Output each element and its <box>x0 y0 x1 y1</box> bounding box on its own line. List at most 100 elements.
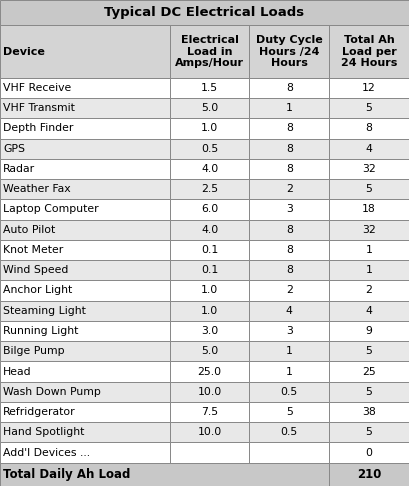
Text: 9: 9 <box>366 326 373 336</box>
Bar <box>0 98 170 118</box>
Bar <box>329 442 409 463</box>
Text: 3: 3 <box>286 205 293 214</box>
Bar <box>249 118 329 139</box>
Bar <box>0 78 170 98</box>
Text: Duty Cycle
Hours /24
Hours: Duty Cycle Hours /24 Hours <box>256 35 323 68</box>
Text: 1.0: 1.0 <box>201 285 218 295</box>
Bar <box>329 321 409 341</box>
Text: 8: 8 <box>286 164 293 174</box>
Bar <box>329 25 409 78</box>
Bar <box>170 382 249 402</box>
Bar <box>249 301 329 321</box>
Text: Refridgerator: Refridgerator <box>3 407 76 417</box>
Bar <box>0 422 170 442</box>
Text: 4.0: 4.0 <box>201 164 218 174</box>
Text: 8: 8 <box>286 265 293 275</box>
Text: Laptop Computer: Laptop Computer <box>3 205 99 214</box>
Bar <box>170 362 249 382</box>
Text: 0.1: 0.1 <box>201 265 218 275</box>
Text: 10.0: 10.0 <box>198 427 222 437</box>
Bar <box>249 321 329 341</box>
Text: 0.5: 0.5 <box>281 387 298 397</box>
Bar <box>249 402 329 422</box>
Bar <box>329 98 409 118</box>
Bar <box>329 362 409 382</box>
Bar <box>0 382 170 402</box>
Bar <box>170 139 249 159</box>
Text: 1: 1 <box>366 245 373 255</box>
Text: 4: 4 <box>366 144 373 154</box>
Text: Bilge Pump: Bilge Pump <box>3 346 65 356</box>
Bar <box>170 25 249 78</box>
Text: 8: 8 <box>286 83 293 93</box>
Text: 1.5: 1.5 <box>201 83 218 93</box>
Bar <box>329 220 409 240</box>
Text: 5: 5 <box>366 184 373 194</box>
Bar <box>0 0 409 25</box>
Bar <box>0 362 170 382</box>
Bar <box>329 422 409 442</box>
Text: 2: 2 <box>286 285 293 295</box>
Bar <box>329 179 409 199</box>
Text: VHF Transmit: VHF Transmit <box>3 103 75 113</box>
Text: 1: 1 <box>366 265 373 275</box>
Text: 25.0: 25.0 <box>198 366 222 377</box>
Bar <box>0 301 170 321</box>
Bar <box>0 220 170 240</box>
Text: 4.0: 4.0 <box>201 225 218 235</box>
Text: 1: 1 <box>286 346 293 356</box>
Text: 25: 25 <box>362 366 376 377</box>
Bar <box>329 139 409 159</box>
Text: 5: 5 <box>366 346 373 356</box>
Text: Steaming Light: Steaming Light <box>3 306 86 316</box>
Bar <box>170 220 249 240</box>
Bar <box>249 159 329 179</box>
Text: Add'l Devices ...: Add'l Devices ... <box>3 448 90 457</box>
Text: 8: 8 <box>286 123 293 133</box>
Text: 0.1: 0.1 <box>201 245 218 255</box>
Bar <box>170 240 249 260</box>
Text: Head: Head <box>3 366 32 377</box>
Bar <box>0 321 170 341</box>
Bar <box>170 78 249 98</box>
Bar <box>170 422 249 442</box>
Text: 0.5: 0.5 <box>201 144 218 154</box>
Bar <box>0 280 170 301</box>
Text: Knot Meter: Knot Meter <box>3 245 63 255</box>
Bar <box>0 260 170 280</box>
Text: Depth Finder: Depth Finder <box>3 123 74 133</box>
Bar <box>249 179 329 199</box>
Text: 32: 32 <box>362 164 376 174</box>
Text: 18: 18 <box>362 205 376 214</box>
Bar <box>249 362 329 382</box>
Text: 0: 0 <box>366 448 373 457</box>
Bar <box>170 301 249 321</box>
Text: 2: 2 <box>366 285 373 295</box>
Text: 2: 2 <box>286 184 293 194</box>
Bar <box>0 139 170 159</box>
Bar <box>0 402 170 422</box>
Bar <box>249 442 329 463</box>
Text: VHF Receive: VHF Receive <box>3 83 72 93</box>
Text: 6.0: 6.0 <box>201 205 218 214</box>
Bar <box>0 159 170 179</box>
Text: 3.0: 3.0 <box>201 326 218 336</box>
Bar <box>249 220 329 240</box>
Text: 38: 38 <box>362 407 376 417</box>
Text: 8: 8 <box>286 225 293 235</box>
Text: 8: 8 <box>366 123 373 133</box>
Text: 0.5: 0.5 <box>281 427 298 437</box>
Bar <box>170 402 249 422</box>
Bar <box>0 118 170 139</box>
Bar <box>249 78 329 98</box>
Text: 8: 8 <box>286 144 293 154</box>
Bar <box>0 240 170 260</box>
Text: Anchor Light: Anchor Light <box>3 285 72 295</box>
Text: 5: 5 <box>366 427 373 437</box>
Text: 5: 5 <box>286 407 293 417</box>
Bar <box>0 341 170 362</box>
Bar <box>0 199 170 220</box>
Bar <box>170 98 249 118</box>
Bar <box>329 78 409 98</box>
Text: Wash Down Pump: Wash Down Pump <box>3 387 101 397</box>
